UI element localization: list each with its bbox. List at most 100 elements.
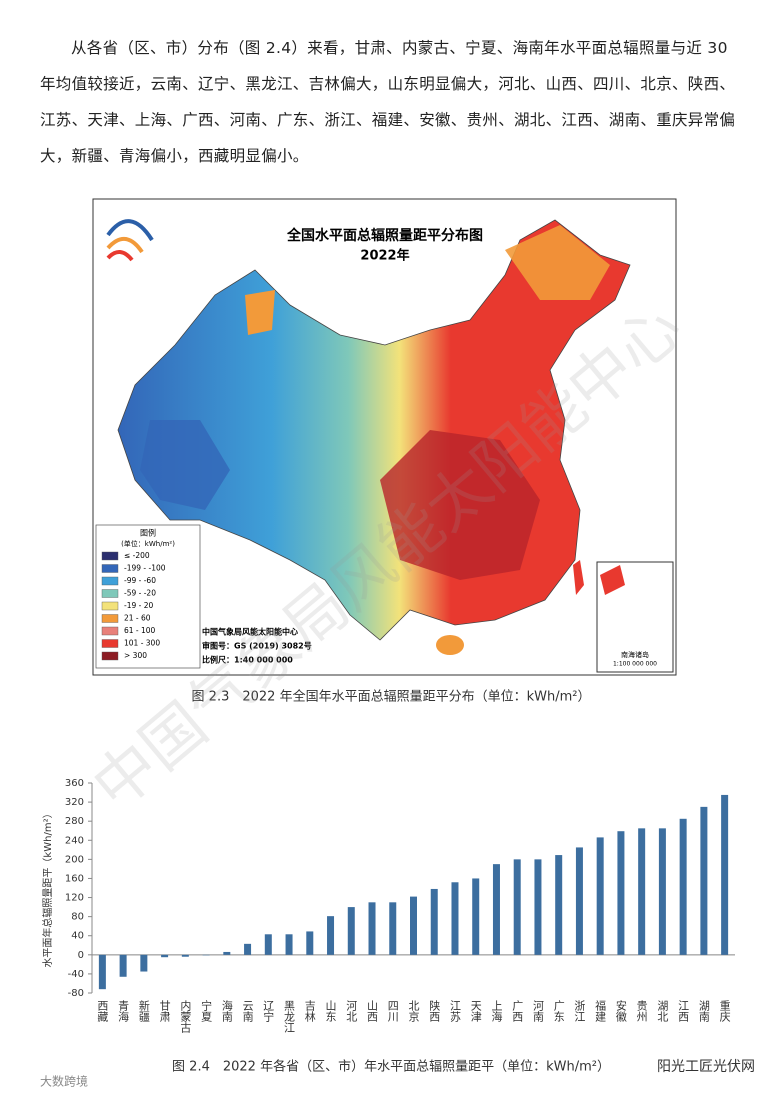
bar — [596, 837, 604, 955]
legend-label: > 300 — [124, 651, 147, 660]
legend-label: -59 - -20 — [124, 589, 156, 598]
x-tick-label: 重庆 — [718, 999, 731, 1023]
x-tick-label: 陕西 — [428, 999, 441, 1022]
bar — [264, 934, 272, 955]
map-scale: 比例尺：1:40 000 000 — [202, 655, 293, 665]
x-tick-label: 贵州 — [635, 1000, 648, 1022]
paragraph: 从各省（区、市）分布（图 2.4）来看，甘肃、内蒙古、宁夏、海南年水平面总辐照量… — [40, 39, 736, 165]
x-tick-label: 甘肃 — [158, 1000, 171, 1023]
legend-swatch — [101, 626, 119, 636]
bar — [658, 828, 666, 955]
x-tick-label: 四川 — [386, 1000, 399, 1022]
legend-label: 21 - 60 — [124, 614, 151, 623]
legend-unit: (单位：kWh/m²) — [121, 539, 175, 548]
y-tick-label: 200 — [65, 854, 84, 865]
legend-label: -99 - -60 — [124, 576, 156, 585]
map-region — [245, 290, 275, 335]
inset-land — [600, 565, 625, 595]
legend-swatch — [101, 576, 119, 586]
bar — [721, 794, 729, 955]
y-tick-label: -40 — [68, 969, 84, 980]
x-tick-label: 北京 — [407, 1000, 420, 1023]
legend: ≤ -200 -199 - -100 -99 - -60 -59 - -20 -19 -… — [101, 551, 166, 661]
bar — [430, 888, 438, 955]
bar — [534, 859, 542, 955]
map-year: 2022年 — [360, 248, 409, 264]
map-region — [505, 225, 610, 300]
x-tick-label: 上海 — [490, 1000, 503, 1023]
x-tick-label: 江苏 — [448, 1000, 461, 1023]
y-tick-label: -80 — [68, 988, 84, 999]
legend-swatch — [101, 601, 119, 611]
bar — [638, 828, 646, 955]
bar — [555, 855, 563, 955]
logo — [106, 219, 154, 262]
bar — [513, 859, 521, 955]
bar — [679, 818, 687, 955]
x-tick-label: 浙江 — [573, 1000, 586, 1022]
x-tick-label: 湖南 — [697, 1000, 710, 1022]
map-approval: 审图号：GS (2019) 3082号 — [202, 641, 312, 651]
x-tick-label: 天津 — [469, 1000, 482, 1022]
taiwan — [573, 560, 584, 595]
y-tick-label: 0 — [78, 950, 84, 961]
x-tick-label: 山西 — [366, 1000, 379, 1022]
bar — [451, 882, 459, 955]
bar — [410, 896, 417, 955]
legend-label: -199 - -100 — [124, 564, 166, 573]
legend-swatch — [101, 551, 119, 561]
legend-label: 101 - 300 — [124, 639, 160, 648]
inset-title: 南海诸岛 — [621, 650, 649, 659]
inset-scale: 1:100 000 000 — [613, 661, 657, 668]
x-tick-label: 广东 — [552, 1000, 565, 1022]
legend-label: ≤ -200 — [124, 551, 150, 560]
hainan — [436, 635, 464, 655]
x-tick-label: 湖北 — [656, 1000, 669, 1022]
bar — [306, 931, 314, 955]
x-tick-label: 福建 — [594, 999, 607, 1023]
x-tick-label: 吉林 — [303, 1000, 316, 1022]
x-tick-label: 安徽 — [614, 999, 627, 1023]
bar — [389, 902, 397, 955]
y-tick-label: 360 — [65, 778, 84, 789]
figure-caption: 图 2.4 2022 年各省（区、市）年水平面总辐照量距平（单位：kWh/m²） — [172, 1059, 610, 1075]
bar — [244, 943, 252, 955]
y-tick-label: 120 — [65, 893, 84, 904]
bar — [223, 951, 231, 955]
bar — [285, 934, 293, 955]
x-tick-label: 新疆 — [137, 999, 150, 1022]
bar — [368, 902, 376, 955]
bar-chart: -80 -40 0 40 80 120 160 200 240 280 320 360 西藏 青海 新疆 甘肃… — [65, 778, 735, 1033]
x-tick-label: 广西 — [511, 1000, 524, 1022]
x-tick-label: 河南 — [531, 1000, 544, 1022]
bar — [140, 954, 148, 972]
y-axis-label: 水平面年总辐照量距平（kWh/m²） — [41, 808, 54, 967]
bar — [181, 954, 189, 957]
x-tick-label: 宁夏 — [200, 999, 213, 1022]
x-tick-label: 辽宁 — [262, 1000, 275, 1022]
legend-title: 图例 — [140, 528, 156, 538]
x-tick-label: 黑龙江 — [283, 1000, 296, 1033]
y-tick-label: 240 — [65, 835, 84, 846]
bar — [700, 806, 708, 955]
bar — [492, 864, 500, 955]
map-region — [380, 430, 540, 580]
y-tick-label: 40 — [71, 931, 84, 942]
x-tick-label: 江西 — [677, 1000, 690, 1022]
x-tick-label: 青海 — [117, 1000, 130, 1023]
map-credit: 中国气象局风能太阳能中心 — [202, 627, 298, 637]
x-tick-label: 山东 — [324, 1000, 337, 1022]
legend-label: -19 - 20 — [124, 601, 153, 610]
y-tick-label: 280 — [65, 816, 84, 827]
x-tick-label: 云南 — [241, 1000, 254, 1022]
legend-swatch — [101, 564, 119, 573]
bar — [161, 954, 169, 958]
x-tick-label: 内蒙古 — [179, 999, 192, 1033]
y-tick-label: 160 — [65, 873, 84, 884]
legend-swatch — [101, 589, 119, 598]
figure-caption: 图 2.3 2022 年全国年水平面总辐照量距平分布（单位：kWh/m²） — [192, 689, 591, 705]
y-tick-label: 320 — [65, 797, 84, 808]
map-title: 全国水平面总辐照量距平分布图 — [286, 227, 483, 244]
